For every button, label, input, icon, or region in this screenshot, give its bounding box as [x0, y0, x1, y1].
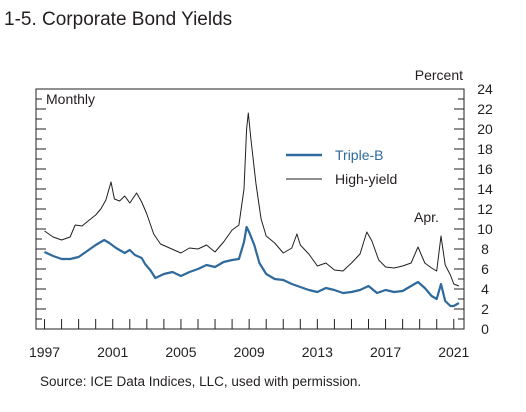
x-tick-label: 2005 [165, 344, 196, 360]
y-tick-label: 2 [481, 301, 489, 317]
y-tick-label: 14 [477, 181, 493, 197]
y-tick-label: 0 [481, 321, 489, 337]
x-tick-label: 1997 [29, 344, 60, 360]
series-line-high-yield [44, 112, 460, 287]
y-tick-label: 4 [481, 281, 489, 297]
frequency-label: Monthly [46, 91, 95, 107]
x-tick-label: 2009 [234, 344, 265, 360]
x-tick-label: 2021 [438, 344, 469, 360]
y-tick-label: 22 [477, 101, 493, 117]
y-axis-ticks [36, 88, 464, 330]
y-tick-label: 12 [477, 201, 493, 217]
y-tick-label: 6 [481, 261, 489, 277]
y-tick-label: 18 [477, 141, 493, 157]
x-tick-label: 2013 [302, 344, 333, 360]
chart-title: 1-5. Corporate Bond Yields [4, 9, 232, 30]
y-tick-label: 24 [477, 81, 493, 97]
series-lines [44, 112, 460, 308]
y-tick-label: 20 [477, 121, 493, 137]
y-tick-label: 16 [477, 161, 493, 177]
x-tick-label: 2017 [370, 344, 401, 360]
annotation-apr: Apr. [414, 209, 439, 225]
x-axis-ticks [44, 319, 455, 329]
series-line-triple-b [44, 225, 460, 308]
legend: Triple-B High-yield [286, 147, 397, 187]
source-note: Source: ICE Data Indices, LLC, used with… [40, 374, 361, 389]
x-tick-label: 2001 [97, 344, 128, 360]
legend-label-high-yield: High-yield [335, 171, 397, 187]
y-tick-label: 8 [481, 241, 489, 257]
legend-label-triple-b: Triple-B [335, 147, 384, 163]
y-tick-label: 10 [477, 221, 493, 237]
y-unit-label: Percent [415, 67, 463, 83]
x-axis-labels: 1997 2001 2005 2009 2013 2017 2021 [29, 344, 470, 360]
